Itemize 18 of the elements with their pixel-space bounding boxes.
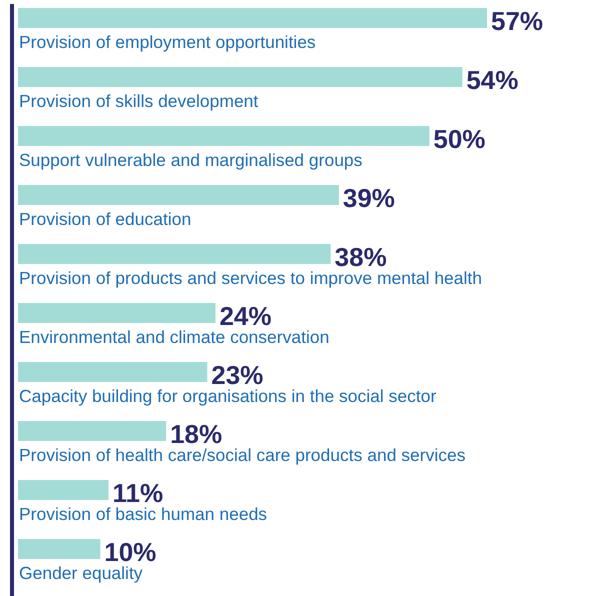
y-tick-label: Provision of employment opportunities xyxy=(19,32,316,52)
y-tick-label: Provision of education xyxy=(19,209,192,229)
bar xyxy=(18,126,430,146)
bar xyxy=(18,185,339,205)
data-label: 57% xyxy=(491,6,544,36)
y-tick-label: Provision of skills development xyxy=(19,91,258,111)
data-label: 39% xyxy=(342,183,395,213)
bar xyxy=(18,8,487,28)
bar xyxy=(18,362,208,382)
bar xyxy=(18,67,462,87)
data-label: 54% xyxy=(466,65,518,95)
bar xyxy=(18,244,331,264)
bar xyxy=(18,421,166,441)
data-label: 50% xyxy=(433,124,486,154)
bar xyxy=(18,303,216,323)
bar xyxy=(18,480,109,500)
bar xyxy=(18,539,100,559)
y-tick-label: Support vulnerable and marginalised groups xyxy=(19,150,363,170)
